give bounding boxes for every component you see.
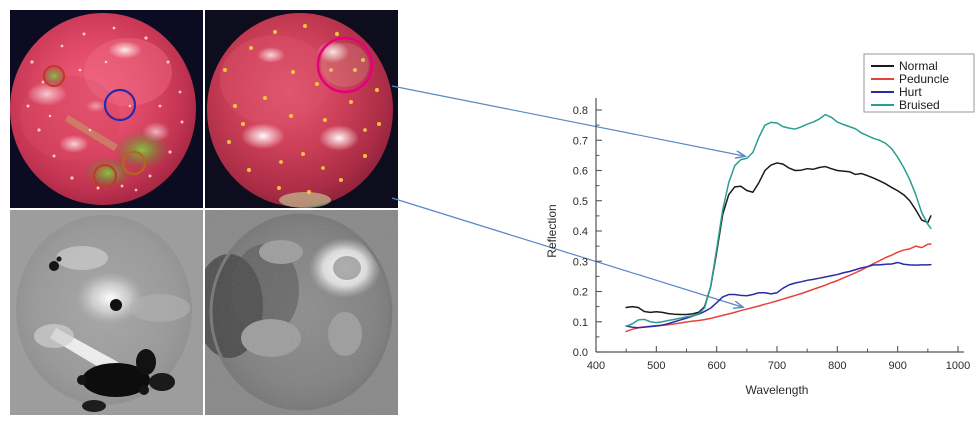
x-tick-label: 800	[828, 360, 846, 372]
bruised-marker	[316, 36, 374, 94]
series-line-normal[interactable]	[625, 162, 932, 316]
y-tick-label: 0.5	[573, 196, 588, 208]
x-tick-label: 400	[587, 360, 605, 372]
apple-color-top-right	[205, 10, 398, 208]
y-tick-label: 0.8	[573, 105, 588, 117]
apple-color-top-left	[10, 10, 203, 208]
legend-label-normal[interactable]: Normal	[899, 59, 938, 73]
x-tick-label: 1000	[946, 360, 970, 372]
apple-gray-bottom-left	[10, 210, 203, 415]
legend-label-hurt[interactable]: Hurt	[899, 85, 922, 99]
peduncle-marker-1	[42, 64, 66, 88]
y-tick-label: 0.6	[573, 166, 588, 178]
apple-gray-bottom-right-art	[205, 210, 398, 415]
hurt-marker	[103, 88, 137, 122]
y-tick-label: 0.1	[573, 317, 588, 329]
series-line-peduncle[interactable]	[625, 243, 932, 333]
legend-label-peduncle[interactable]: Peduncle	[899, 72, 949, 86]
series-line-hurt[interactable]	[625, 261, 932, 329]
series-line-bruised[interactable]	[625, 113, 932, 328]
x-tick-label: 900	[888, 360, 906, 372]
legend-label-bruised[interactable]: Bruised	[899, 98, 940, 112]
y-tick-label: 0.0	[573, 347, 588, 359]
image-panel	[10, 10, 400, 415]
apple-color-top-left-art	[10, 10, 203, 208]
y-tick-label: 0.7	[573, 135, 588, 147]
apple-color-top-right-art	[205, 10, 398, 208]
x-tick-label: 500	[647, 360, 665, 372]
reflectance-plot-svg: 400 500 600 700 800 900 1000 0.0 0.1 0.2 0.3 0.4 0.5…	[545, 53, 975, 397]
peduncle-marker-3	[121, 150, 147, 176]
y-axis-title: Reflection	[545, 204, 559, 257]
y-tick-label: 0.3	[573, 256, 588, 268]
y-tick-label: 0.4	[573, 226, 588, 238]
y-tick-label: 0.2	[573, 287, 588, 299]
legend-box	[863, 53, 975, 113]
apple-gray-bottom-left-art	[10, 210, 203, 415]
x-axis-title: Wavelength	[746, 383, 809, 397]
x-tick-label: 700	[768, 360, 786, 372]
apple-gray-bottom-right	[205, 210, 398, 415]
x-tick-label: 600	[707, 360, 725, 372]
peduncle-marker-2	[92, 163, 118, 189]
reflectance-chart: 400 500 600 700 800 900 1000 0.0 0.1 0.2 0.3 0.4 0.5…	[520, 40, 978, 400]
